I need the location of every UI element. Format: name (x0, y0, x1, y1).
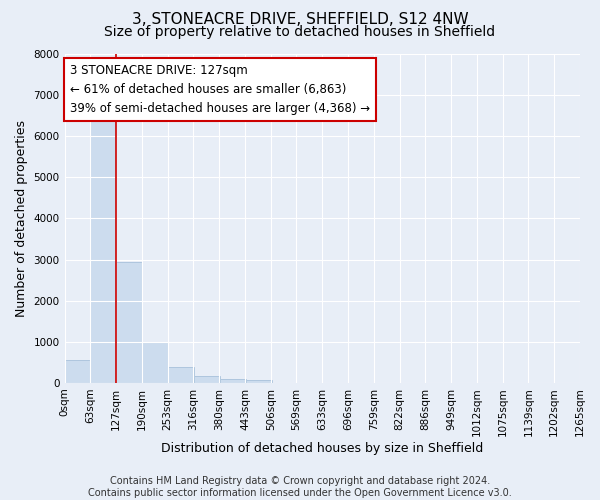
Bar (116, 262, 142, 383)
Bar (142, 342, 168, 383)
Bar (65, 360, 91, 383)
Bar (194, 376, 220, 383)
Text: Contains HM Land Registry data © Crown copyright and database right 2024.
Contai: Contains HM Land Registry data © Crown c… (88, 476, 512, 498)
Text: Size of property relative to detached houses in Sheffield: Size of property relative to detached ho… (104, 25, 496, 39)
Bar (246, 380, 272, 383)
Y-axis label: Number of detached properties: Number of detached properties (15, 120, 28, 317)
Text: 3, STONEACRE DRIVE, SHEFFIELD, S12 4NW: 3, STONEACRE DRIVE, SHEFFIELD, S12 4NW (131, 12, 469, 28)
X-axis label: Distribution of detached houses by size in Sheffield: Distribution of detached houses by size … (161, 442, 484, 455)
Bar (220, 378, 246, 383)
Bar (168, 367, 194, 383)
Bar (91, 120, 116, 383)
Text: 3 STONEACRE DRIVE: 127sqm
← 61% of detached houses are smaller (6,863)
39% of se: 3 STONEACRE DRIVE: 127sqm ← 61% of detac… (70, 64, 370, 115)
